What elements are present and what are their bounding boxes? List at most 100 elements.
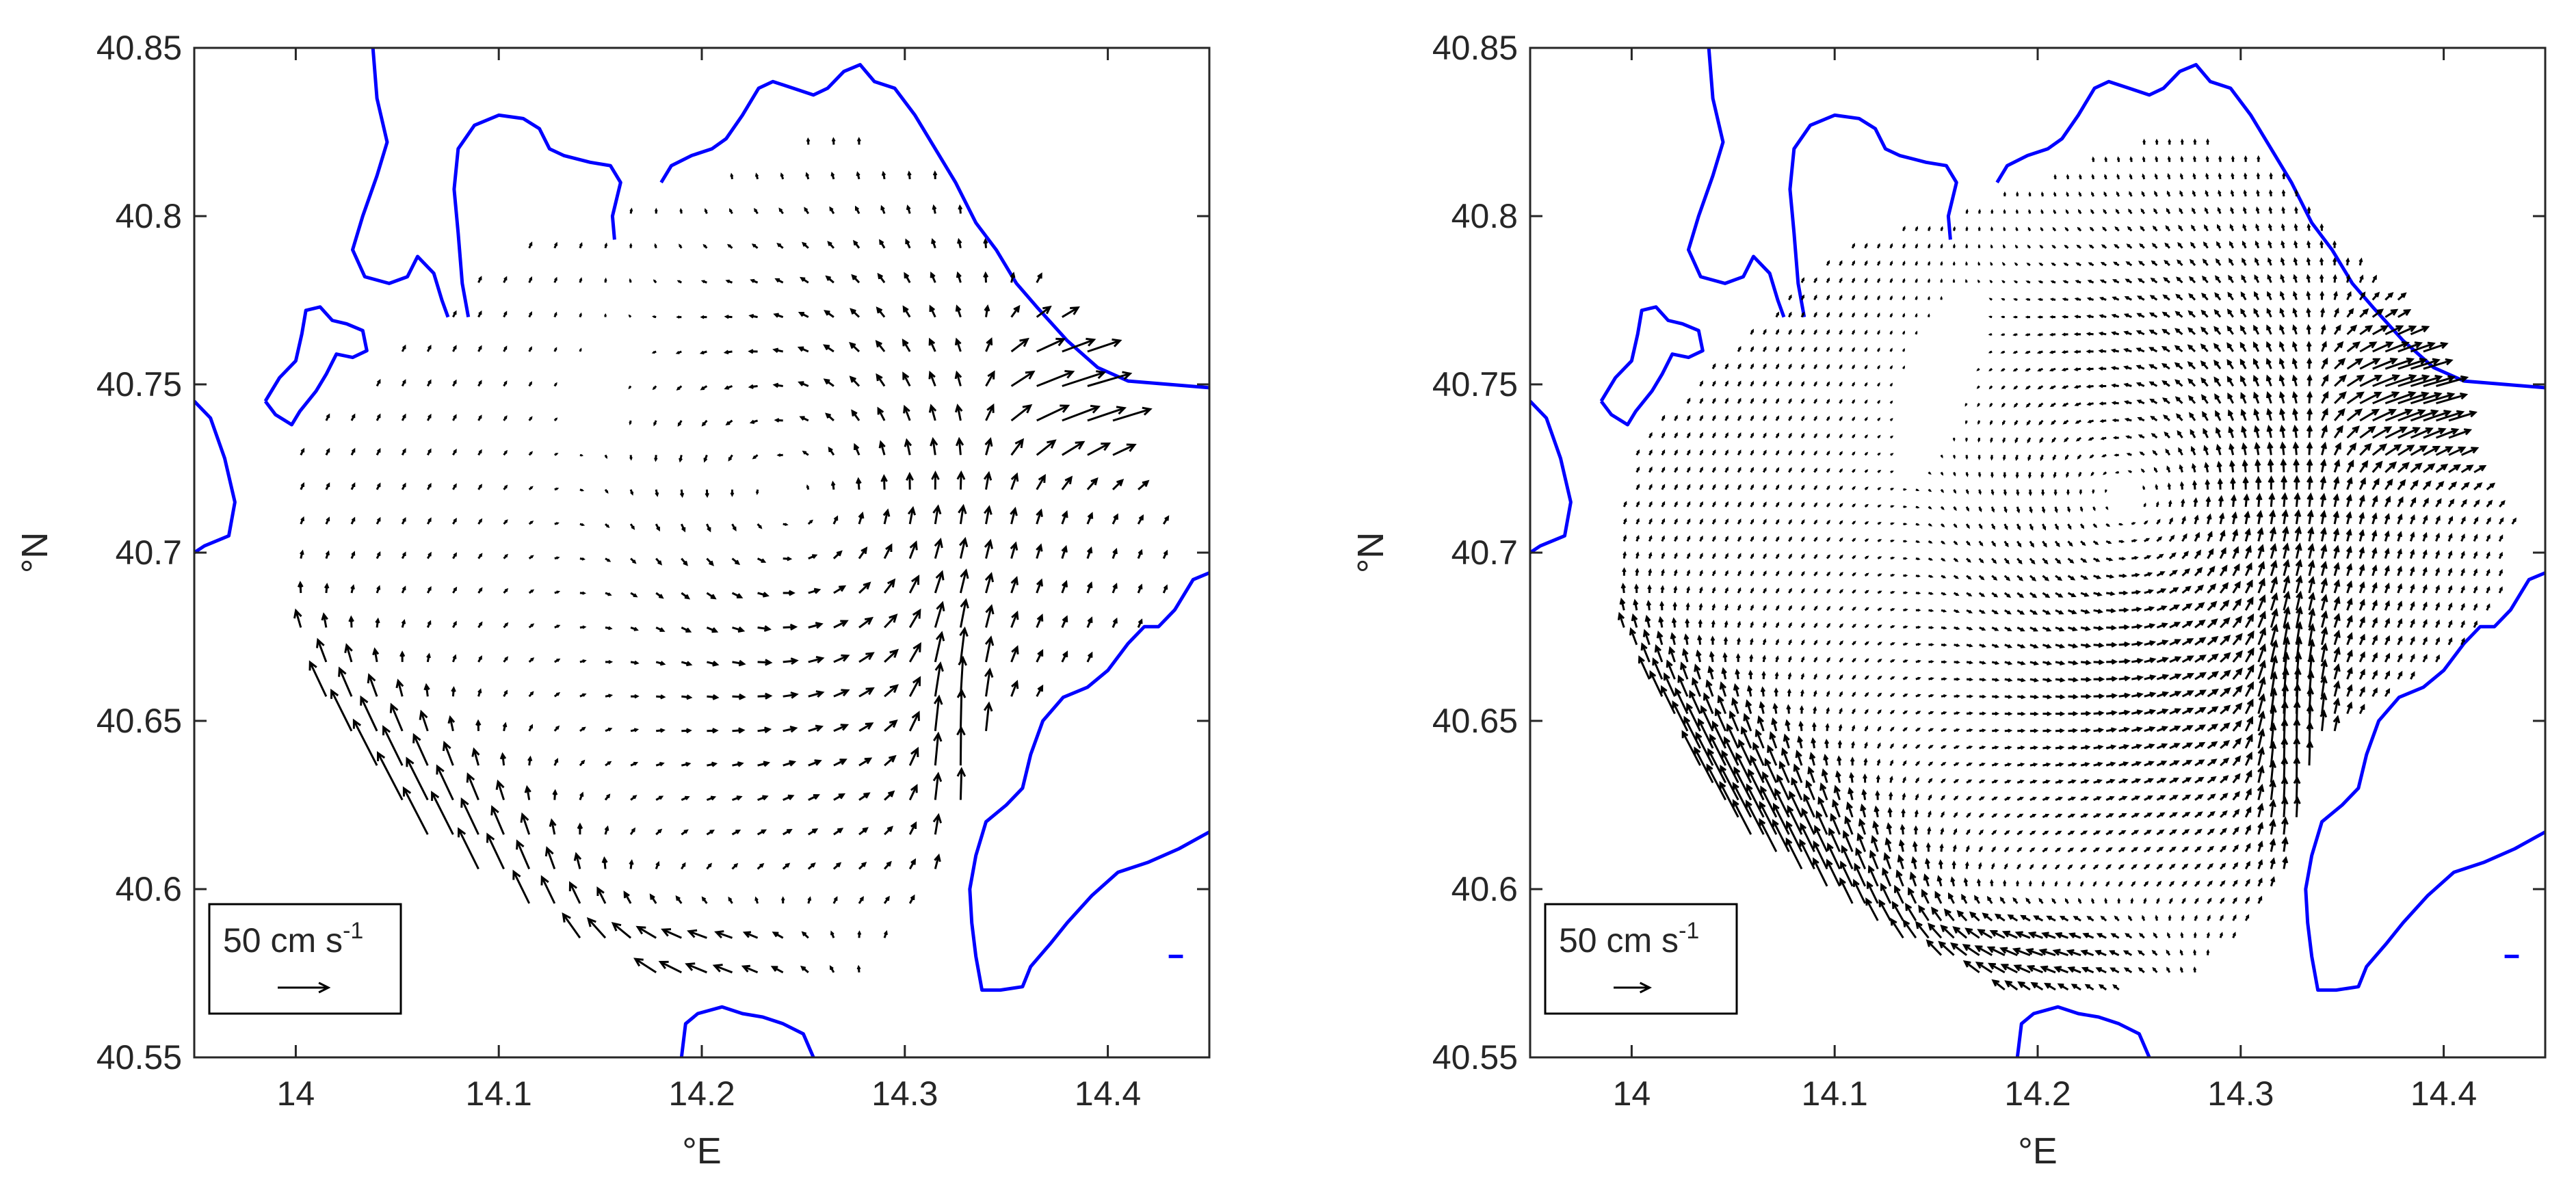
current-vector <box>2333 596 2341 611</box>
current-vector <box>2131 813 2140 819</box>
current-vector <box>907 170 912 180</box>
current-vector <box>1699 380 1703 387</box>
current-vector <box>2016 847 2023 853</box>
legend-label: 50 cm s-1 <box>1559 918 1699 960</box>
current-vector <box>2110 933 2120 939</box>
current-vector <box>2241 425 2247 438</box>
current-vector <box>2029 847 2036 853</box>
current-vector <box>2156 880 2162 887</box>
current-vector <box>2003 209 2006 214</box>
current-vector <box>1672 700 1689 732</box>
current-vector <box>2174 311 2183 318</box>
current-vector <box>783 691 799 699</box>
coastline-segment <box>1530 399 1573 555</box>
current-vector <box>2292 441 2300 456</box>
current-vector <box>757 726 772 734</box>
current-vector <box>2257 676 2266 697</box>
current-vector <box>681 862 686 870</box>
current-vector <box>1864 538 1869 542</box>
current-vector <box>1826 690 1830 697</box>
current-vector <box>2093 744 2104 750</box>
current-vector <box>2155 484 2159 490</box>
current-vector <box>2280 274 2285 283</box>
current-vector <box>808 759 822 767</box>
current-vector <box>1661 414 1666 421</box>
current-vector <box>1909 871 1917 887</box>
current-vector <box>2078 897 2082 904</box>
current-vector <box>2345 494 2352 507</box>
current-vector <box>1979 780 1986 784</box>
current-vector <box>681 661 693 667</box>
current-vector <box>858 722 874 733</box>
current-vector <box>2149 398 2158 404</box>
current-vector <box>2294 189 2299 197</box>
current-vector <box>1903 591 1908 594</box>
current-vector <box>1112 547 1118 559</box>
current-vector <box>2181 638 2194 646</box>
current-vector <box>1775 536 1780 542</box>
current-vector <box>2232 581 2241 594</box>
current-vector <box>1771 717 1778 732</box>
current-vector <box>2169 812 2178 819</box>
current-vector <box>2473 620 2478 629</box>
current-vector <box>2029 711 2039 717</box>
current-vector <box>2055 762 2064 767</box>
current-vector <box>2257 859 2263 870</box>
current-vector <box>1737 449 1742 456</box>
current-vector <box>2217 207 2222 214</box>
current-vector <box>2384 547 2390 559</box>
current-vector <box>2194 707 2207 715</box>
current-vector <box>2193 932 2197 938</box>
current-vector <box>2460 447 2480 456</box>
current-vector <box>2423 358 2454 370</box>
current-vector <box>1137 618 1143 629</box>
current-vector <box>2142 156 2146 162</box>
current-vector <box>2384 374 2417 387</box>
current-vector <box>2086 332 2094 336</box>
current-vector <box>376 751 404 801</box>
current-vector <box>1950 876 1956 887</box>
current-vector <box>2240 392 2247 404</box>
current-vector <box>2149 295 2158 301</box>
current-vector <box>2257 155 2261 162</box>
current-vector <box>2166 190 2171 197</box>
current-vector <box>1814 824 1828 852</box>
current-vector <box>2087 419 2094 423</box>
current-vector <box>2100 261 2107 267</box>
current-vector <box>883 930 888 938</box>
current-vector <box>1851 243 1855 249</box>
current-vector <box>1877 487 1882 491</box>
current-vector <box>1800 501 1805 507</box>
current-vector <box>2001 280 2006 284</box>
current-vector <box>1966 677 1973 682</box>
current-vector <box>2092 813 2102 819</box>
current-vector <box>2156 571 2166 577</box>
current-vector <box>2243 189 2247 197</box>
current-vector <box>2105 864 2112 870</box>
current-vector <box>1990 437 1993 443</box>
current-vector <box>2220 828 2227 836</box>
current-vector <box>856 171 860 180</box>
current-vector <box>2229 257 2234 266</box>
current-vector <box>2080 830 2088 836</box>
current-vector <box>401 344 406 352</box>
coastline-segment <box>452 113 622 318</box>
current-vector <box>1699 553 1703 559</box>
current-vector <box>2051 419 2057 425</box>
current-vector <box>1826 571 1831 577</box>
current-vector <box>579 453 583 457</box>
current-vector <box>2054 932 2069 939</box>
current-vector <box>1991 780 1999 784</box>
current-vector <box>528 623 535 629</box>
current-vector <box>2257 594 2266 611</box>
current-vector <box>1830 813 1841 835</box>
current-vector <box>2126 453 2132 456</box>
current-vector <box>528 451 534 456</box>
current-vector <box>2188 293 2196 301</box>
current-vector <box>2169 760 2180 767</box>
current-vector <box>2232 826 2239 836</box>
current-vector <box>1724 570 1729 577</box>
current-vector <box>2230 207 2235 214</box>
current-vector <box>2080 762 2090 767</box>
current-vector <box>732 659 746 667</box>
